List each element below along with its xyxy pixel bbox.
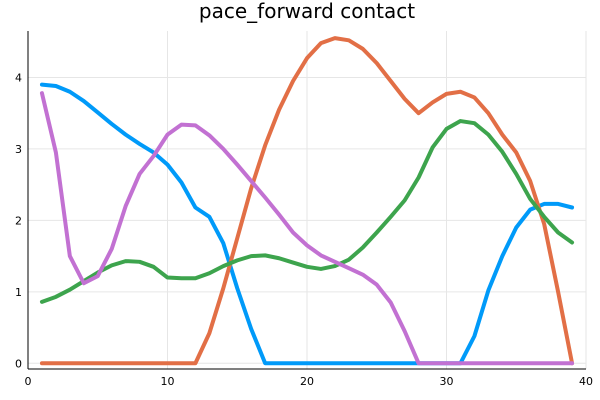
series-line-1 [39,82,575,366]
x-tick-label: 40 [579,375,593,388]
tick-labels: 0 10 20 30 40 0 1 2 3 4 [15,71,593,388]
chart-title: pace_forward contact [199,0,415,23]
x-tick-label: 30 [440,375,454,388]
series-line-2 [39,36,575,366]
y-tick-label: 3 [15,143,22,156]
x-tick-label: 10 [161,375,175,388]
y-tick-label: 4 [15,71,22,84]
x-tick-label: 20 [300,375,314,388]
plot-series [39,36,575,366]
y-tick-label: 2 [15,214,22,227]
y-tick-label: 0 [15,357,22,370]
series-line-4 [39,91,575,366]
series-line-3 [39,119,575,304]
axes [27,31,586,370]
x-tick-label: 0 [25,375,32,388]
y-tick-label: 1 [15,286,22,299]
